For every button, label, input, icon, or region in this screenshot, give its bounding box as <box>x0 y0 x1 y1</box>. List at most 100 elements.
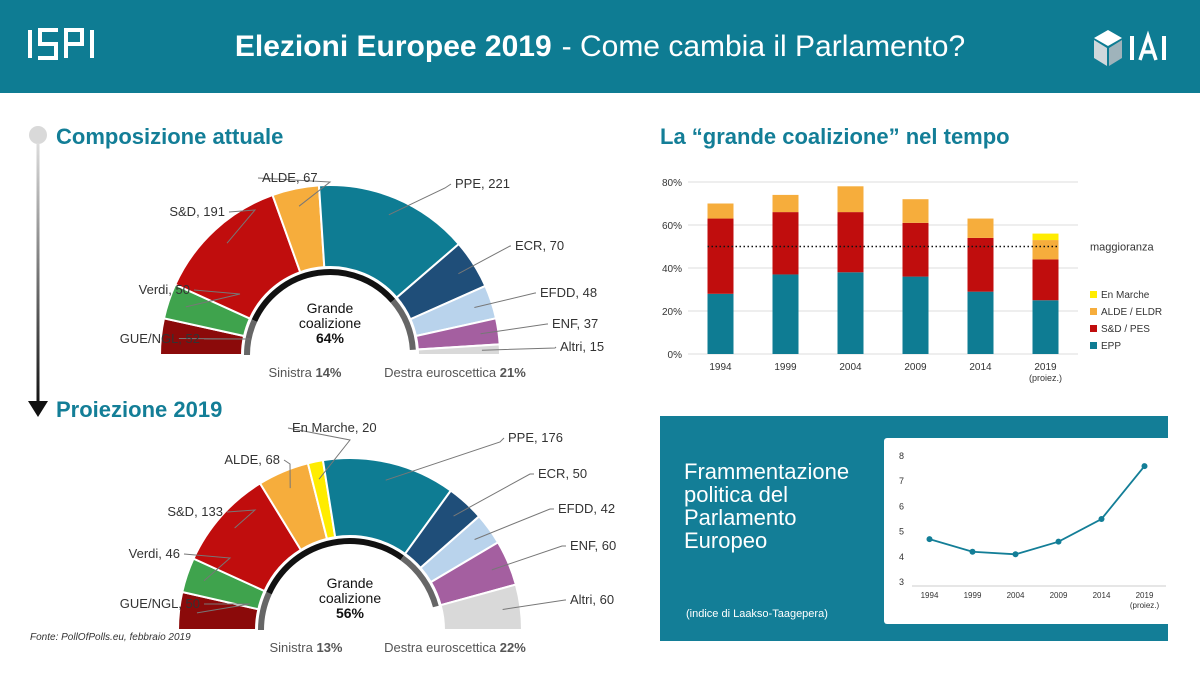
slice-label: PPE, 176 <box>508 430 563 445</box>
bar-segment <box>902 199 929 223</box>
right-group-arc <box>390 298 416 351</box>
center-percent: 64% <box>316 330 345 346</box>
x-tick-label: 2014 <box>1093 591 1111 600</box>
leader-line <box>453 473 534 517</box>
x-tick-label: (proiez.) <box>1029 373 1062 383</box>
leader-line <box>388 183 452 216</box>
legend-label: En Marche <box>1101 290 1150 301</box>
x-tick-label: 2009 <box>904 362 927 373</box>
leader-line <box>283 459 291 489</box>
data-point <box>1055 538 1062 545</box>
x-tick-label: 2019 <box>1034 362 1057 373</box>
y-tick-label: 60% <box>662 221 682 232</box>
bar-segment <box>837 186 864 213</box>
x-tick-label: 2014 <box>969 362 992 373</box>
fragmentation-panel: Frammentazione politica del Parlamento E… <box>660 416 1176 641</box>
center-label-line1: Grande <box>327 575 374 591</box>
bar-segment <box>772 212 799 275</box>
x-tick-label: 1999 <box>774 362 797 373</box>
section-title-coalition: La “grande coalizione” nel tempo <box>660 124 1010 149</box>
bar-segment <box>902 276 929 354</box>
bar-segment <box>837 272 864 354</box>
y-tick-label: 20% <box>662 307 682 318</box>
slice-label: En Marche, 20 <box>292 420 377 435</box>
legend-swatch <box>1090 291 1097 298</box>
slice-label: PPE, 221 <box>455 176 510 191</box>
group-percent: 14% <box>315 365 341 380</box>
legend-label: ALDE / ELDR <box>1101 307 1162 318</box>
fragmentation-chart-area: 3 4 5 6 7 8 1994 1999 2004 2009 2014 2019 (proiez.) <box>884 438 1176 624</box>
slice-label: GUE/NGL, 52 <box>120 331 200 346</box>
group-percent: 22% <box>500 640 526 655</box>
bar-segment <box>772 274 799 354</box>
timeline-arrow <box>28 126 48 417</box>
legend-swatch <box>1090 342 1097 349</box>
leader-line <box>385 437 505 481</box>
ispi-logo <box>28 28 94 60</box>
page-title: Elezioni Europee 2019 - Come cambia il P… <box>0 0 1200 93</box>
slice-label: ENF, 37 <box>552 316 598 331</box>
title-bold: Elezioni Europee 2019 <box>234 29 552 63</box>
x-tick-label: 2019 <box>1136 591 1154 600</box>
slice-label: Altri, 15 <box>560 339 604 354</box>
section-title-current: Composizione attuale <box>56 124 284 149</box>
x-tick-label: 1999 <box>964 591 982 600</box>
y-tick-label: 0% <box>668 350 683 361</box>
bar-segment <box>1032 240 1059 260</box>
bar-segment <box>837 212 864 273</box>
hemicycle-current: GUE/NGL, 52 Verdi, 50 S&D, 191 ALDE, 67 PPE,… <box>120 170 604 380</box>
x-tick-label: (proiez.) <box>1130 601 1160 610</box>
leader-line <box>474 508 554 540</box>
legend-swatch <box>1090 308 1097 315</box>
bar-segment <box>902 222 929 277</box>
group-percent: 13% <box>316 640 342 655</box>
y-tick-label: 80% <box>662 178 682 189</box>
legend-swatch <box>1090 325 1097 332</box>
left-group-label: Sinistra 14% <box>269 365 342 380</box>
center-label-line2: coalizione <box>319 590 381 606</box>
y-tick-label: 4 <box>899 552 904 562</box>
bar-segment <box>1032 300 1059 354</box>
leader-line <box>196 603 251 614</box>
slice-label: Verdi, 46 <box>129 546 180 561</box>
y-tick-label: 5 <box>899 527 904 537</box>
bar-segment <box>707 293 734 354</box>
leader-line <box>287 427 351 480</box>
group-name: Destra euroscettica <box>384 365 500 380</box>
center-percent: 56% <box>336 605 365 621</box>
slice-label: S&D, 133 <box>167 504 223 519</box>
slice-label: ENF, 60 <box>570 538 616 553</box>
data-point <box>1012 551 1019 558</box>
legend-label: S&D / PES <box>1101 324 1150 335</box>
leader-line <box>226 209 257 244</box>
bar-segment <box>772 194 799 213</box>
bar-segment <box>707 218 734 294</box>
fragmentation-title: Frammentazione politica del Parlamento E… <box>684 459 850 553</box>
leader-line <box>474 292 536 308</box>
leader-line <box>458 245 511 275</box>
leader-line <box>185 289 241 308</box>
slice-label: EFDD, 42 <box>558 501 615 516</box>
header-bar: Elezioni Europee 2019 - Come cambia il P… <box>0 0 1200 93</box>
leader-line <box>257 177 332 207</box>
leader-line <box>226 509 257 529</box>
bar-segment <box>967 218 994 238</box>
data-point <box>969 548 976 555</box>
group-name: Sinistra <box>269 365 316 380</box>
iai-logo <box>1094 30 1166 66</box>
hemicycle-slice <box>439 583 524 631</box>
source-note: Fonte: PollOfPolls.eu, febbraio 2019 <box>30 632 191 643</box>
leader-line <box>183 553 232 582</box>
title-rest: - Come cambia il Parlamento? <box>561 29 966 63</box>
group-name: Sinistra <box>270 640 317 655</box>
legend-label: EPP <box>1101 341 1121 352</box>
slice-label: ALDE, 68 <box>224 452 280 467</box>
fragmentation-subtitle: (indice di Laakso-Taagepera) <box>686 608 828 620</box>
x-tick-label: 2004 <box>1007 591 1025 600</box>
hemicycle-slice <box>416 343 502 356</box>
x-tick-label: 1994 <box>921 591 939 600</box>
right-group-label: Destra euroscettica 22% <box>384 640 526 655</box>
slice-label: S&D, 191 <box>169 204 225 219</box>
leader-line <box>502 599 566 610</box>
fragmentation-line <box>929 465 1146 556</box>
